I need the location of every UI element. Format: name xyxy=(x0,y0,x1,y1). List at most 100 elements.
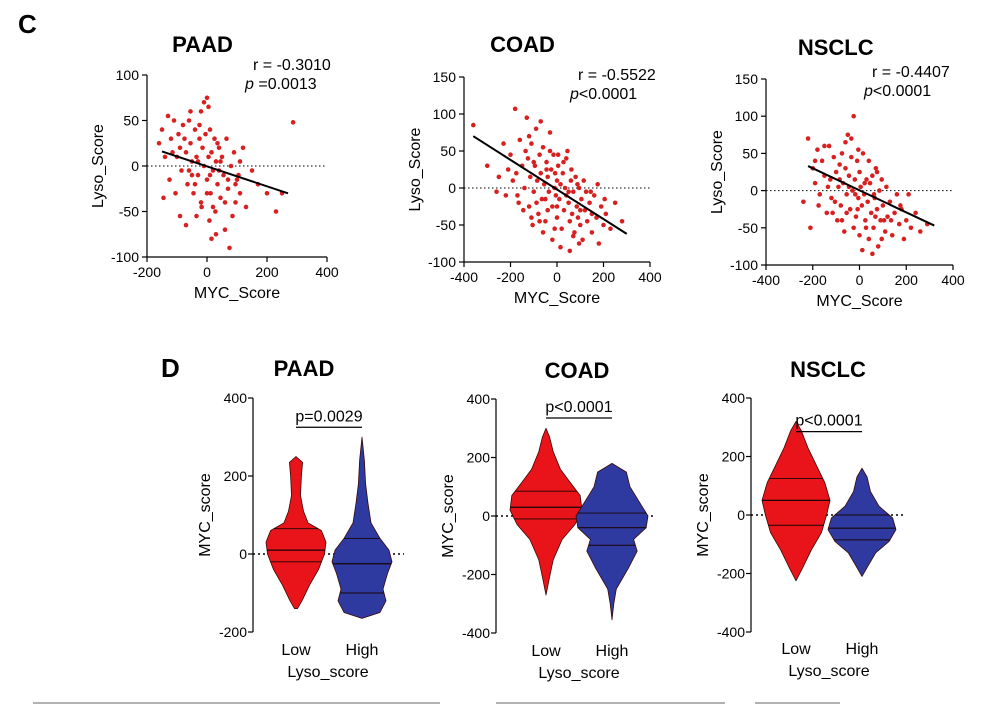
data-point xyxy=(816,203,821,208)
x-tick-label: 0 xyxy=(856,272,864,288)
data-point xyxy=(844,210,849,216)
violin-low xyxy=(761,420,831,582)
data-point xyxy=(204,95,210,101)
data-point xyxy=(562,185,568,191)
data-point xyxy=(273,209,279,214)
data-point xyxy=(830,210,835,216)
data-point xyxy=(243,204,249,210)
data-point xyxy=(575,215,581,220)
data-point xyxy=(185,181,190,187)
data-point xyxy=(471,122,476,128)
data-point xyxy=(197,122,202,128)
data-point xyxy=(215,140,220,146)
data-point xyxy=(554,215,560,220)
data-point xyxy=(855,206,860,212)
y-tick-label: -200 xyxy=(717,566,745,582)
correlation-r: r = -0.3010 xyxy=(253,57,331,74)
data-point xyxy=(537,152,542,157)
data-point xyxy=(561,159,566,165)
data-point xyxy=(901,236,907,242)
data-point xyxy=(189,172,195,178)
y-tick-label: 0 xyxy=(131,158,139,174)
data-point xyxy=(550,204,555,209)
data-point xyxy=(854,158,860,164)
data-point xyxy=(234,177,240,182)
data-point xyxy=(874,206,880,212)
data-point xyxy=(534,200,539,206)
data-point xyxy=(186,168,192,173)
data-point xyxy=(866,236,872,242)
data-point xyxy=(496,174,502,180)
data-point xyxy=(212,136,217,141)
data-point xyxy=(850,188,855,193)
data-point xyxy=(523,148,528,154)
data-point xyxy=(515,193,520,198)
x-axis-label: MYC_Score xyxy=(194,285,280,302)
y-tick-label: 50 xyxy=(123,113,139,129)
data-point xyxy=(822,143,827,149)
regression-line xyxy=(472,135,628,235)
y-axis-label: MYC_score xyxy=(197,473,214,557)
data-point xyxy=(540,230,546,235)
data-point xyxy=(860,151,866,156)
data-point xyxy=(215,181,220,187)
y-tick-label: 0 xyxy=(482,508,490,524)
y-tick-label: -400 xyxy=(717,624,745,640)
data-point xyxy=(566,189,571,194)
data-point xyxy=(612,200,618,206)
data-point xyxy=(219,154,225,160)
data-point xyxy=(503,193,509,198)
data-point xyxy=(581,178,587,183)
x-axis-label: MYC_Score xyxy=(514,290,600,307)
p-value: p<0.0001 xyxy=(569,86,637,103)
data-point xyxy=(221,172,226,178)
chart-title: COAD xyxy=(490,32,555,57)
data-point xyxy=(875,244,881,249)
data-point xyxy=(177,145,183,151)
data-point xyxy=(183,150,189,155)
data-point xyxy=(838,203,844,208)
data-point xyxy=(207,172,213,178)
data-point xyxy=(589,230,595,235)
data-point xyxy=(484,163,490,169)
data-point xyxy=(572,230,577,235)
data-point xyxy=(619,219,625,224)
data-point xyxy=(885,214,890,219)
regression-line xyxy=(161,150,289,195)
data-point xyxy=(177,213,183,219)
data-point xyxy=(182,136,187,141)
data-point xyxy=(512,106,518,112)
data-point xyxy=(596,241,602,246)
y-tick-label: -100 xyxy=(730,257,758,273)
data-point xyxy=(888,218,894,223)
y-axis-label: MYC_score xyxy=(440,474,457,558)
data-point xyxy=(210,204,216,210)
chart-title: COAD xyxy=(545,358,610,383)
data-point xyxy=(908,225,914,231)
y-tick-label: 400 xyxy=(224,390,248,406)
data-point xyxy=(529,141,534,146)
data-point xyxy=(558,182,563,187)
data-point xyxy=(213,159,219,164)
data-point xyxy=(880,203,886,208)
data-point xyxy=(201,100,207,105)
data-point xyxy=(878,218,883,223)
data-point xyxy=(264,191,270,196)
data-point xyxy=(871,192,877,197)
data-point xyxy=(529,215,534,220)
category-label-low: Low xyxy=(531,643,561,660)
data-point xyxy=(551,152,556,157)
scatter-plot-nsclc: NSCLC -100 -50 0 50 100 150 -400 -200 0 200 400 MYC_… xyxy=(709,35,965,310)
data-point xyxy=(583,189,589,194)
data-point xyxy=(560,170,566,176)
data-point xyxy=(538,119,544,124)
data-point xyxy=(526,133,532,139)
data-point xyxy=(879,177,885,182)
data-point xyxy=(603,211,609,217)
violin-low xyxy=(265,456,327,609)
x-tick-label: -200 xyxy=(799,272,827,288)
data-point xyxy=(839,151,845,156)
data-point xyxy=(195,172,201,178)
data-point xyxy=(857,169,862,175)
